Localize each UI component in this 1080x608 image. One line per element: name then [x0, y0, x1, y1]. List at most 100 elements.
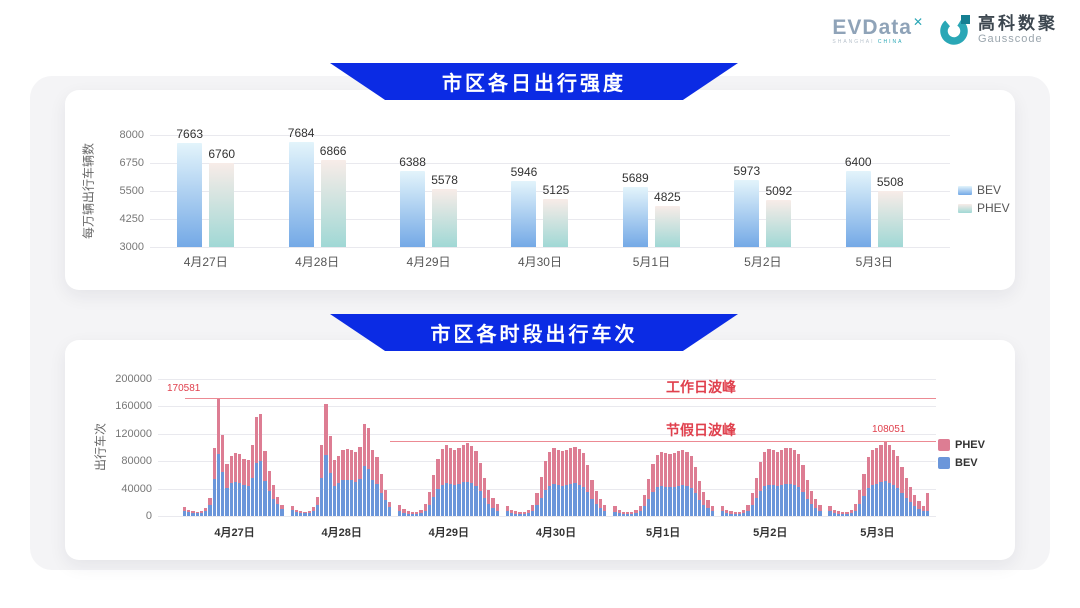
bev-segment: [199, 513, 204, 516]
bev-segment: [792, 484, 797, 516]
y-axis-tick-label: 160000: [115, 400, 152, 413]
phev-segment: [375, 457, 379, 485]
stacked-bar: [267, 379, 271, 516]
stacked-bar: [590, 379, 594, 516]
stacked-bar: [805, 379, 809, 516]
stacked-bar: [828, 379, 832, 516]
bev-segment: [246, 485, 250, 516]
phev-segment: [879, 444, 883, 483]
gridline: [150, 135, 950, 136]
evdata-text: EVData: [832, 15, 912, 39]
phev-bar: 5578: [431, 173, 458, 247]
phev-segment: [341, 450, 345, 481]
phev-segment: [862, 473, 866, 497]
phev-segment: [548, 451, 552, 486]
phev-segment: [805, 480, 809, 500]
bev-segment: [294, 512, 299, 516]
phev-segment: [423, 504, 427, 511]
x-axis-date-label: 5月2日: [753, 527, 788, 539]
stacked-bar: [514, 379, 518, 516]
stacked-bar: [900, 379, 904, 516]
phev-bar: 5092: [765, 184, 792, 247]
stacked-bar: [594, 379, 598, 516]
phev-segment: [771, 450, 775, 486]
bev-segment: [866, 488, 870, 516]
stacked-bar: [560, 379, 565, 516]
phev-segment: [366, 428, 371, 469]
phev-segment: [767, 448, 771, 485]
bev-segment: [303, 513, 307, 516]
bev-segment: [495, 510, 499, 516]
bar-value-label: 5578: [431, 173, 458, 188]
stacked-bar: [737, 379, 742, 516]
phev-segment: [491, 498, 495, 508]
bev-segment: [841, 514, 845, 516]
phev-segment: [514, 511, 518, 514]
stacked-bar: [311, 379, 315, 516]
chart2-y-axis-ticks: 200000 160000 120000 80000 40000 0: [92, 373, 152, 522]
bev-segment: [626, 514, 630, 516]
phev-segment: [233, 452, 238, 482]
legend-item-bev[interactable]: BEV: [958, 183, 1010, 197]
bev-segment: [617, 513, 621, 516]
bev-segment: [720, 511, 725, 516]
stacked-bar: [598, 379, 603, 516]
phev-segment: [689, 455, 693, 488]
stacked-bar: [337, 379, 341, 516]
stacked-bar: [784, 379, 788, 516]
legend-item-phev[interactable]: PHEV: [938, 439, 985, 451]
legend-label: BEV: [977, 183, 1002, 197]
holiday-peak-value: 108051: [872, 424, 906, 435]
stacked-bar: [509, 379, 514, 516]
phev-segment: [254, 416, 259, 463]
stacked-bar: [710, 379, 714, 516]
stacked-bar: [858, 379, 862, 516]
bar-group: 5689 4825: [596, 135, 707, 247]
bev-legend-swatch: [958, 185, 972, 195]
bev-segment: [242, 485, 246, 516]
phev-segment: [921, 505, 925, 512]
phev-segment: [436, 459, 440, 490]
phev-segment: [457, 448, 461, 485]
bev-segment: [341, 480, 345, 516]
gridline: [158, 379, 936, 380]
y-axis-tick-label: 120000: [115, 427, 152, 440]
bev-segment: [746, 510, 750, 516]
bev-segment: [887, 482, 891, 516]
phev-segment: [415, 511, 419, 514]
stacked-bar: [746, 379, 750, 516]
bev-segment: [603, 510, 607, 516]
phev-segment: [383, 489, 387, 501]
bev-segment: [436, 489, 440, 516]
bev-segment: [573, 483, 577, 516]
bev-segment: [797, 486, 801, 516]
phev-segment: [590, 479, 594, 499]
bev-segment: [862, 496, 866, 516]
bev-segment: [307, 513, 311, 516]
stacked-bar: [775, 379, 780, 516]
bev-segment: [491, 507, 495, 516]
evdata-subtext-right: CHINA: [877, 38, 904, 45]
phev-segment: [750, 493, 754, 506]
phev-segment: [676, 450, 681, 486]
stacked-bar: [398, 379, 402, 516]
bev-segment: [565, 484, 569, 516]
bev-segment: [814, 508, 818, 516]
stacked-bar: [191, 379, 195, 516]
phev-segment: [505, 505, 509, 512]
day-group: [289, 379, 394, 516]
stacked-bar: [797, 379, 801, 516]
stacked-bar: [294, 379, 299, 516]
bev-segment: [233, 481, 238, 516]
bev-segment: [647, 498, 651, 516]
bev-bar: 5973: [733, 164, 760, 247]
phev-segment: [638, 505, 642, 512]
phev-segment: [887, 445, 891, 483]
bar-value-label: 4825: [654, 190, 681, 205]
day-group: [826, 379, 931, 516]
legend-item-bev[interactable]: BEV: [938, 457, 985, 469]
legend-item-phev[interactable]: PHEV: [958, 201, 1010, 215]
bev-segment: [432, 496, 436, 516]
phev-segment: [586, 464, 590, 493]
phev-segment: [259, 413, 263, 461]
